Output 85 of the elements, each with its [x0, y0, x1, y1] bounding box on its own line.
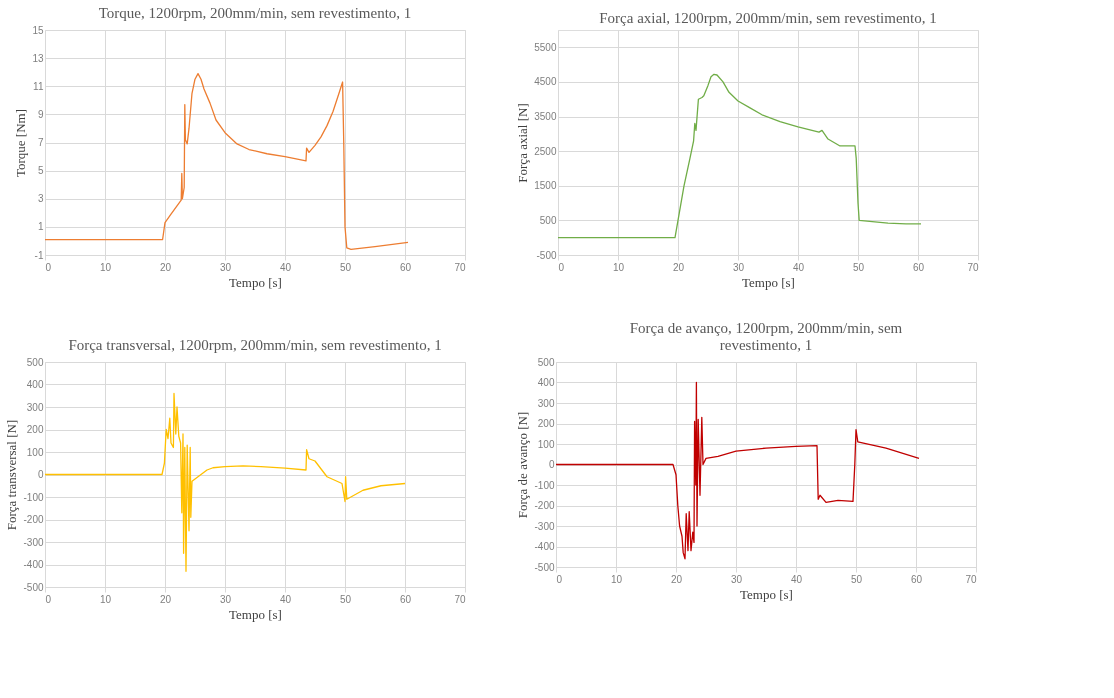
x-tick-label: 60 — [912, 261, 925, 273]
x-tick-label: 60 — [399, 593, 412, 605]
y-tick-label: -500 — [534, 561, 555, 573]
x-tick-label: 50 — [852, 261, 865, 273]
line-series — [557, 73, 922, 239]
y-tick-label: 200 — [26, 424, 44, 435]
x-axis-title: Tempo [s] — [229, 274, 282, 290]
y-tick-label: 2500 — [534, 145, 557, 157]
x-tick-label: 20 — [670, 573, 683, 585]
x-tick-label: 70 — [454, 261, 466, 273]
x-tick-label: 20 — [159, 261, 172, 273]
y-tick-label: -300 — [534, 520, 555, 532]
y-axis-title: Torque [Nm] — [13, 108, 29, 178]
x-tick-label: 30 — [219, 593, 232, 605]
y-axis-title: Força axial [N] — [515, 103, 531, 183]
y-tick-label: 13 — [32, 52, 44, 64]
x-tick-label: 30 — [730, 573, 743, 585]
x-tick-label: 50 — [850, 573, 863, 585]
line-series — [44, 392, 406, 572]
y-tick-label: 1500 — [534, 180, 557, 192]
x-tick-label: 70 — [965, 573, 977, 585]
y-tick-label: -100 — [534, 479, 555, 491]
y-tick-label: 7 — [37, 137, 44, 148]
x-tick-label: 60 — [910, 573, 923, 585]
x-tick-label: 30 — [219, 261, 232, 273]
x-tick-label: 0 — [45, 261, 52, 273]
y-tick-label: 500 — [537, 356, 555, 368]
y-tick-label: 1 — [37, 221, 44, 233]
x-tick-label: 70 — [967, 261, 979, 273]
x-tick-label: 50 — [339, 593, 352, 605]
y-tick-label: -400 — [23, 559, 44, 570]
y-tick-label: -500 — [536, 249, 557, 261]
y-tick-label: 100 — [26, 446, 44, 458]
y-tick-label: 5500 — [534, 41, 557, 53]
y-tick-label: 0 — [37, 469, 44, 480]
x-tick-label: 40 — [279, 261, 292, 273]
y-tick-label: 15 — [32, 24, 44, 36]
x-tick-label: 70 — [454, 593, 466, 605]
y-tick-label: 400 — [26, 379, 44, 390]
y-tick-label: 5 — [37, 165, 44, 177]
y-tick-label: 9 — [37, 108, 44, 120]
chart-title: Força axial, 1200rpm, 200mm/min, sem revestimento, 1 — [599, 10, 937, 26]
y-tick-label: 300 — [26, 401, 44, 413]
chart-title: Força transversal, 1200rpm, 200mm/min, sem revestimento, 1 — [68, 337, 442, 353]
x-tick-label: 10 — [99, 593, 112, 605]
line-series — [44, 72, 409, 251]
y-tick-label: 300 — [537, 397, 555, 409]
y-tick-label: -500 — [23, 581, 44, 593]
y-axis-title: Força transversal [N] — [4, 419, 20, 531]
y-tick-label: -200 — [534, 500, 555, 511]
x-tick-label: 0 — [45, 593, 52, 605]
y-tick-label: -400 — [534, 541, 555, 552]
y-tick-label: 0 — [548, 459, 555, 470]
y-tick-label: -1 — [34, 249, 44, 261]
y-tick-label: 3500 — [534, 111, 557, 123]
y-tick-label: 100 — [537, 438, 555, 450]
y-tick-label: 500 — [539, 214, 557, 226]
x-tick-label: 60 — [399, 261, 412, 273]
x-axis-title: Tempo [s] — [229, 606, 282, 622]
y-axis-title: Força de avanço [N] — [515, 411, 531, 519]
x-tick-label: 10 — [610, 573, 623, 585]
y-tick-label: 11 — [33, 80, 44, 92]
x-tick-label: 40 — [279, 593, 292, 605]
y-tick-label: -100 — [23, 491, 44, 503]
x-tick-label: 50 — [339, 261, 352, 273]
x-tick-label: 20 — [672, 261, 685, 273]
y-tick-label: 200 — [537, 418, 555, 429]
chart-title: Torque, 1200rpm, 200mm/min, sem revestimento, 1 — [98, 5, 412, 21]
y-tick-label: 400 — [537, 377, 555, 388]
y-tick-label: 3 — [37, 193, 44, 205]
x-tick-label: 40 — [790, 573, 803, 585]
y-tick-label: 4500 — [534, 76, 557, 88]
x-tick-label: 30 — [732, 261, 745, 273]
x-tick-label: 40 — [792, 261, 805, 273]
y-tick-label: -300 — [23, 536, 44, 548]
y-tick-label: 500 — [26, 356, 44, 368]
x-tick-label: 0 — [558, 261, 565, 273]
x-axis-title: Tempo [s] — [742, 274, 795, 290]
x-tick-label: 10 — [612, 261, 625, 273]
y-tick-label: -200 — [23, 514, 44, 525]
chart-title: Força de avanço, 1200rpm, 200mm/min, sem revestimento, 1 — [629, 320, 903, 353]
line-series — [555, 381, 920, 560]
x-tick-label: 20 — [159, 593, 172, 605]
x-axis-title: Tempo [s] — [740, 586, 793, 602]
x-tick-label: 10 — [99, 261, 112, 273]
